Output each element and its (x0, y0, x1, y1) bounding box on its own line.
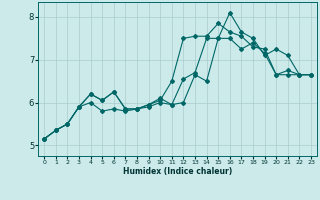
X-axis label: Humidex (Indice chaleur): Humidex (Indice chaleur) (123, 167, 232, 176)
